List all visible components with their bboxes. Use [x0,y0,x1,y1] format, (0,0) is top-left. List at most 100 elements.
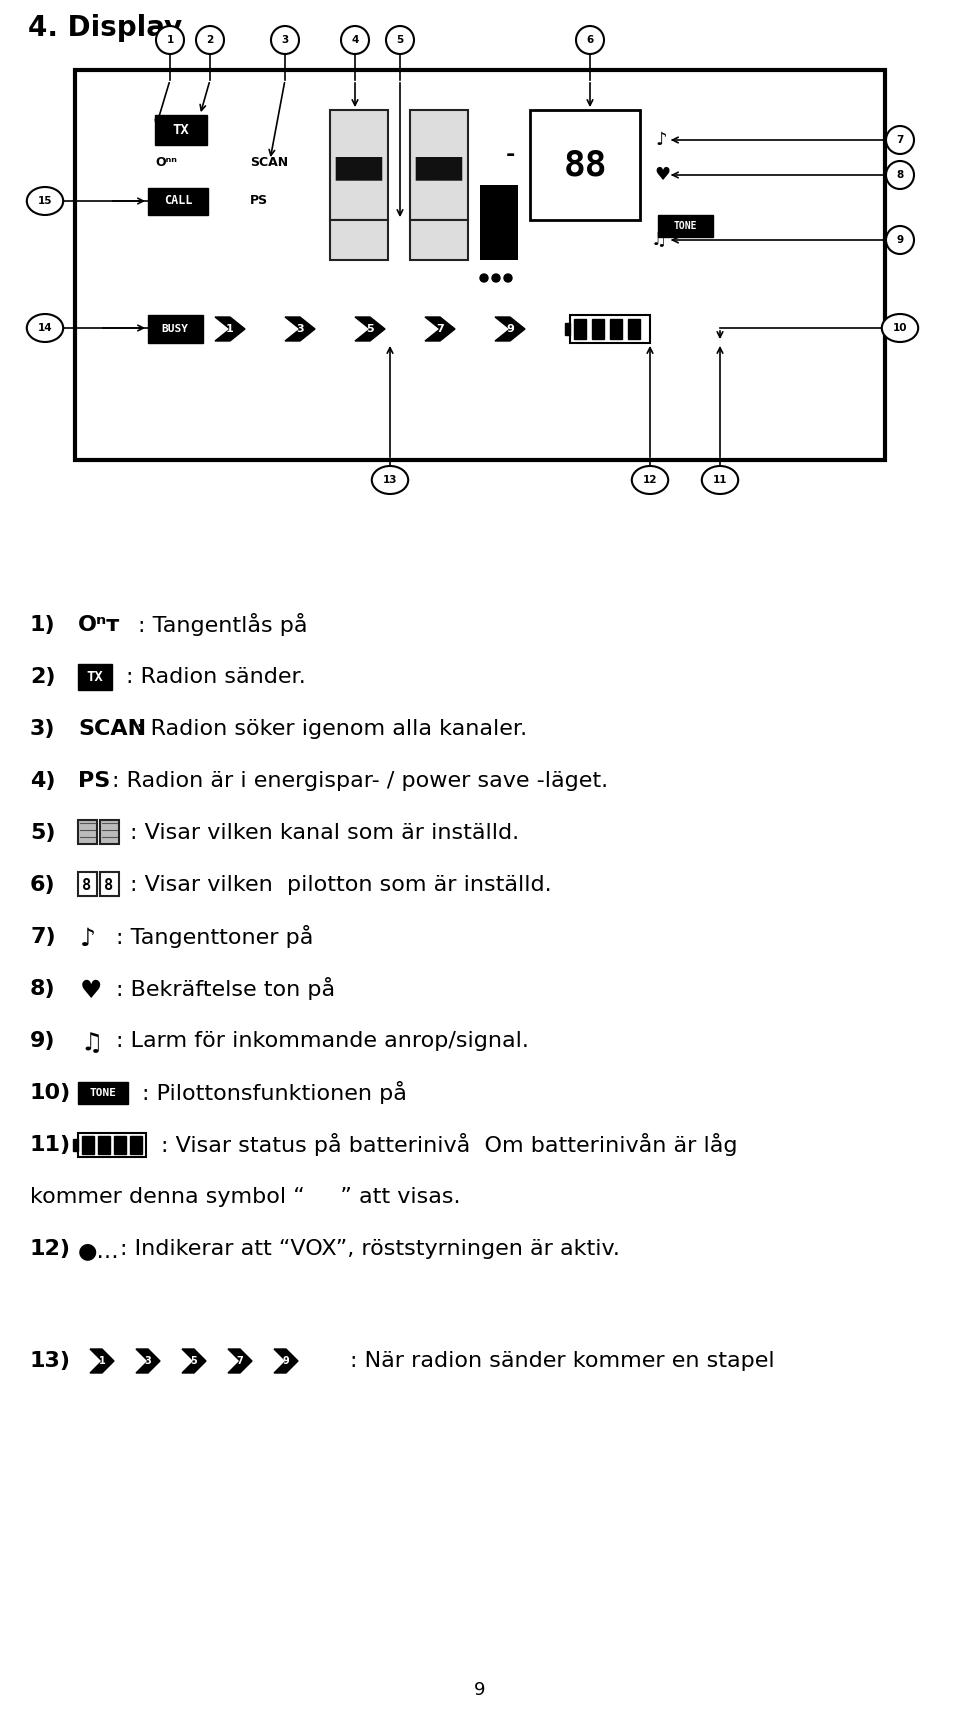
Text: SCAN: SCAN [250,156,288,168]
Ellipse shape [196,26,224,55]
Text: TX: TX [86,670,104,683]
Bar [574,319,586,339]
Text: : Radion är i energispar- / power save -läget.: : Radion är i energispar- / power save -… [112,771,608,791]
Text: : Tangentlås på: : Tangentlås på [138,613,307,637]
Text: TONE: TONE [673,221,697,231]
Polygon shape [215,317,245,341]
Text: : Visar vilken kanal som är inställd.: : Visar vilken kanal som är inställd. [130,822,519,843]
Polygon shape [90,1350,114,1374]
Text: 8: 8 [105,877,113,892]
Text: SCAN: SCAN [78,719,146,738]
Bar [410,219,468,260]
Text: ♥: ♥ [654,166,670,183]
Bar [82,1136,94,1155]
Text: 7: 7 [236,1357,244,1365]
Text: ♫: ♫ [651,231,667,248]
Bar [530,110,640,219]
Bar [330,110,388,219]
Text: 1: 1 [227,324,234,334]
Ellipse shape [372,466,408,493]
Text: BUSY: BUSY [161,324,188,334]
Text: 3): 3) [30,719,56,738]
Text: : När radion sänder kommer en stapel: : När radion sänder kommer en stapel [350,1352,775,1370]
Text: 4): 4) [30,771,56,791]
Bar [330,219,388,260]
Text: : Indikerar att “VOX”, röststyrningen är aktiv.: : Indikerar att “VOX”, röststyrningen är… [120,1238,620,1259]
Text: 3: 3 [281,34,289,45]
Polygon shape [355,317,385,341]
Bar [75,70,885,461]
Text: 2: 2 [206,34,214,45]
Bar [78,872,97,896]
Text: 9: 9 [282,1357,289,1365]
Text: 5): 5) [30,822,56,843]
Ellipse shape [886,226,914,254]
Text: 1): 1) [30,615,56,636]
Ellipse shape [386,26,414,55]
Text: : Larm för inkommande anrop/signal.: : Larm för inkommande anrop/signal. [116,1031,529,1052]
Bar [78,665,112,690]
Text: 5: 5 [396,34,403,45]
Text: : Visar status på batterinivå  Om batterinivån är låg: : Visar status på batterinivå Om batteri… [161,1134,737,1156]
Text: 5: 5 [366,324,373,334]
Text: 14: 14 [37,324,52,332]
Circle shape [492,274,500,283]
Text: ▆▆: ▆▆ [416,151,463,180]
Text: ♪: ♪ [655,130,666,149]
Bar [592,319,604,339]
Text: 7: 7 [897,135,903,146]
Ellipse shape [27,313,63,343]
Polygon shape [228,1350,252,1374]
Bar [78,821,97,845]
Text: Oⁿⁿ: Oⁿⁿ [155,156,177,168]
Text: 13): 13) [30,1352,71,1370]
Polygon shape [136,1350,160,1374]
Text: 1: 1 [166,34,174,45]
Ellipse shape [886,127,914,154]
Ellipse shape [702,466,738,493]
Text: 88: 88 [564,147,607,182]
Text: ●…: ●… [78,1240,120,1261]
Text: PS: PS [78,771,110,791]
Text: ♫: ♫ [80,1031,103,1055]
Text: 10: 10 [893,324,907,332]
Bar [610,319,622,339]
Text: : Visar vilken  pilotton som är inställd.: : Visar vilken pilotton som är inställd. [130,875,552,894]
Circle shape [504,274,512,283]
Polygon shape [495,317,525,341]
Bar [570,315,650,343]
Text: 1: 1 [99,1357,106,1365]
Text: 4. Display: 4. Display [28,14,182,43]
Ellipse shape [576,26,604,55]
Text: 11): 11) [30,1136,71,1155]
Text: Oⁿᴛ: Oⁿᴛ [78,615,120,636]
Text: 5: 5 [191,1357,198,1365]
Ellipse shape [271,26,299,55]
Bar [78,1132,146,1156]
Text: -: - [505,146,515,164]
Bar [410,110,468,219]
Text: TX: TX [173,123,189,137]
Text: 8): 8) [30,980,56,999]
Text: : Radion söker igenom alla kanaler.: : Radion söker igenom alla kanaler. [136,719,527,738]
Ellipse shape [886,161,914,188]
Text: TONE: TONE [89,1088,116,1098]
Bar [565,324,570,336]
Bar [658,216,713,236]
Ellipse shape [156,26,184,55]
Polygon shape [285,317,315,341]
Bar [130,1136,142,1155]
Text: ♥: ♥ [80,980,103,1004]
Text: 3: 3 [145,1357,152,1365]
Bar [148,315,203,343]
Text: : Pilottonsfunktionen på: : Pilottonsfunktionen på [142,1081,407,1105]
Text: 7: 7 [436,324,444,334]
Bar [73,1139,78,1151]
Text: 9: 9 [897,235,903,245]
Text: 4: 4 [351,34,359,45]
Ellipse shape [882,313,918,343]
Circle shape [480,274,488,283]
Ellipse shape [341,26,369,55]
Polygon shape [425,317,455,341]
Text: ♪: ♪ [80,927,96,951]
